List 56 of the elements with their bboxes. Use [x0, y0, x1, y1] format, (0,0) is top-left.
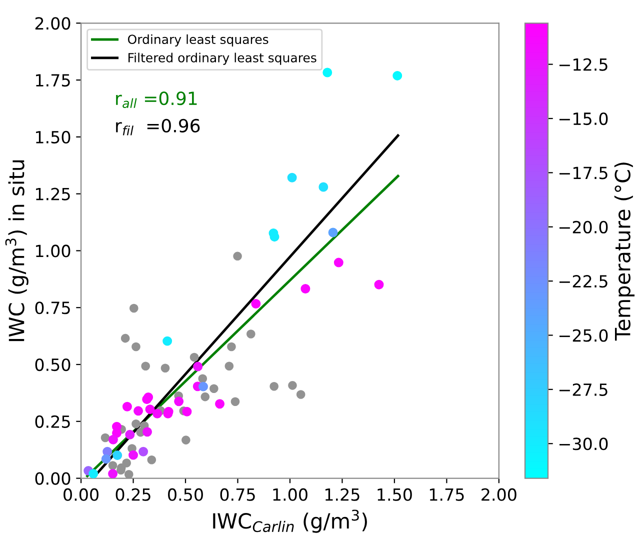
point: [160, 364, 170, 373]
point: [190, 352, 199, 362]
y-tick-label: 2.00: [35, 17, 70, 30]
color-bar-title: Temperature (°C): [614, 162, 635, 341]
point: [288, 381, 297, 390]
color-bar-label: −20.0: [559, 220, 608, 234]
point: [182, 436, 190, 444]
point: [224, 362, 234, 370]
annotation: r$_{fil}$ =0.96: [116, 118, 200, 136]
y-tick-label: 0.25: [35, 415, 70, 428]
color-bar-label: −25.0: [559, 329, 608, 342]
x-tick-label: 0.00: [64, 488, 98, 501]
point: [129, 304, 138, 313]
y-tick-label: 1.00: [36, 244, 70, 258]
x-axis-title: IWC$_{Carlin}$ (g/m$^{3}$): [213, 510, 367, 533]
x-tick-label: 2.00: [482, 488, 516, 501]
y-tick-label: 0.50: [35, 358, 70, 372]
point: [200, 392, 210, 402]
x-tick-label: 0.50: [168, 488, 203, 501]
x-tick-label: 0.75: [220, 488, 255, 501]
y-tick-label: 0.75: [35, 302, 70, 314]
point: [100, 433, 110, 442]
color-bar-label: −27.5: [559, 383, 608, 396]
x-tick-label: 1.00: [273, 488, 308, 501]
legend-label: Ordinary least squares: [128, 34, 268, 46]
x-tick-label: 1.25: [325, 488, 360, 501]
color-bar-label: −17.5: [559, 166, 608, 180]
point: [210, 384, 218, 394]
y-axis-title: IWC (g/m$^{3}$) in situ: [5, 160, 28, 342]
point: [246, 330, 256, 338]
point: [120, 334, 130, 343]
point: [233, 252, 242, 261]
color-bar-label: −12.5: [559, 58, 608, 71]
color-bar-label: −15.0: [559, 112, 608, 126]
y-tick-label: 1.75: [36, 74, 70, 87]
point: [198, 374, 208, 383]
point: [270, 382, 278, 391]
point: [147, 455, 156, 464]
point: [230, 397, 240, 406]
y-tick-label: 1.50: [36, 130, 70, 144]
point: [124, 470, 134, 478]
x-tick-label: 1.50: [378, 488, 412, 501]
x-tick-label: 1.75: [430, 488, 464, 501]
point: [132, 342, 140, 352]
color-bar-label: −22.5: [559, 275, 608, 288]
color-bar-label: −30.0: [559, 438, 608, 450]
point: [108, 461, 118, 470]
legend-label: Filtered ordinary least squares: [128, 52, 316, 65]
point: [296, 390, 306, 399]
x-tick-label: 0.25: [116, 488, 150, 501]
y-tick-label: 1.25: [36, 188, 70, 200]
point: [132, 420, 140, 428]
point: [141, 362, 150, 370]
annotation: r$_{all}$ =0.91: [116, 92, 197, 108]
point: [227, 342, 236, 352]
y-tick-label: 0.00: [35, 472, 70, 485]
